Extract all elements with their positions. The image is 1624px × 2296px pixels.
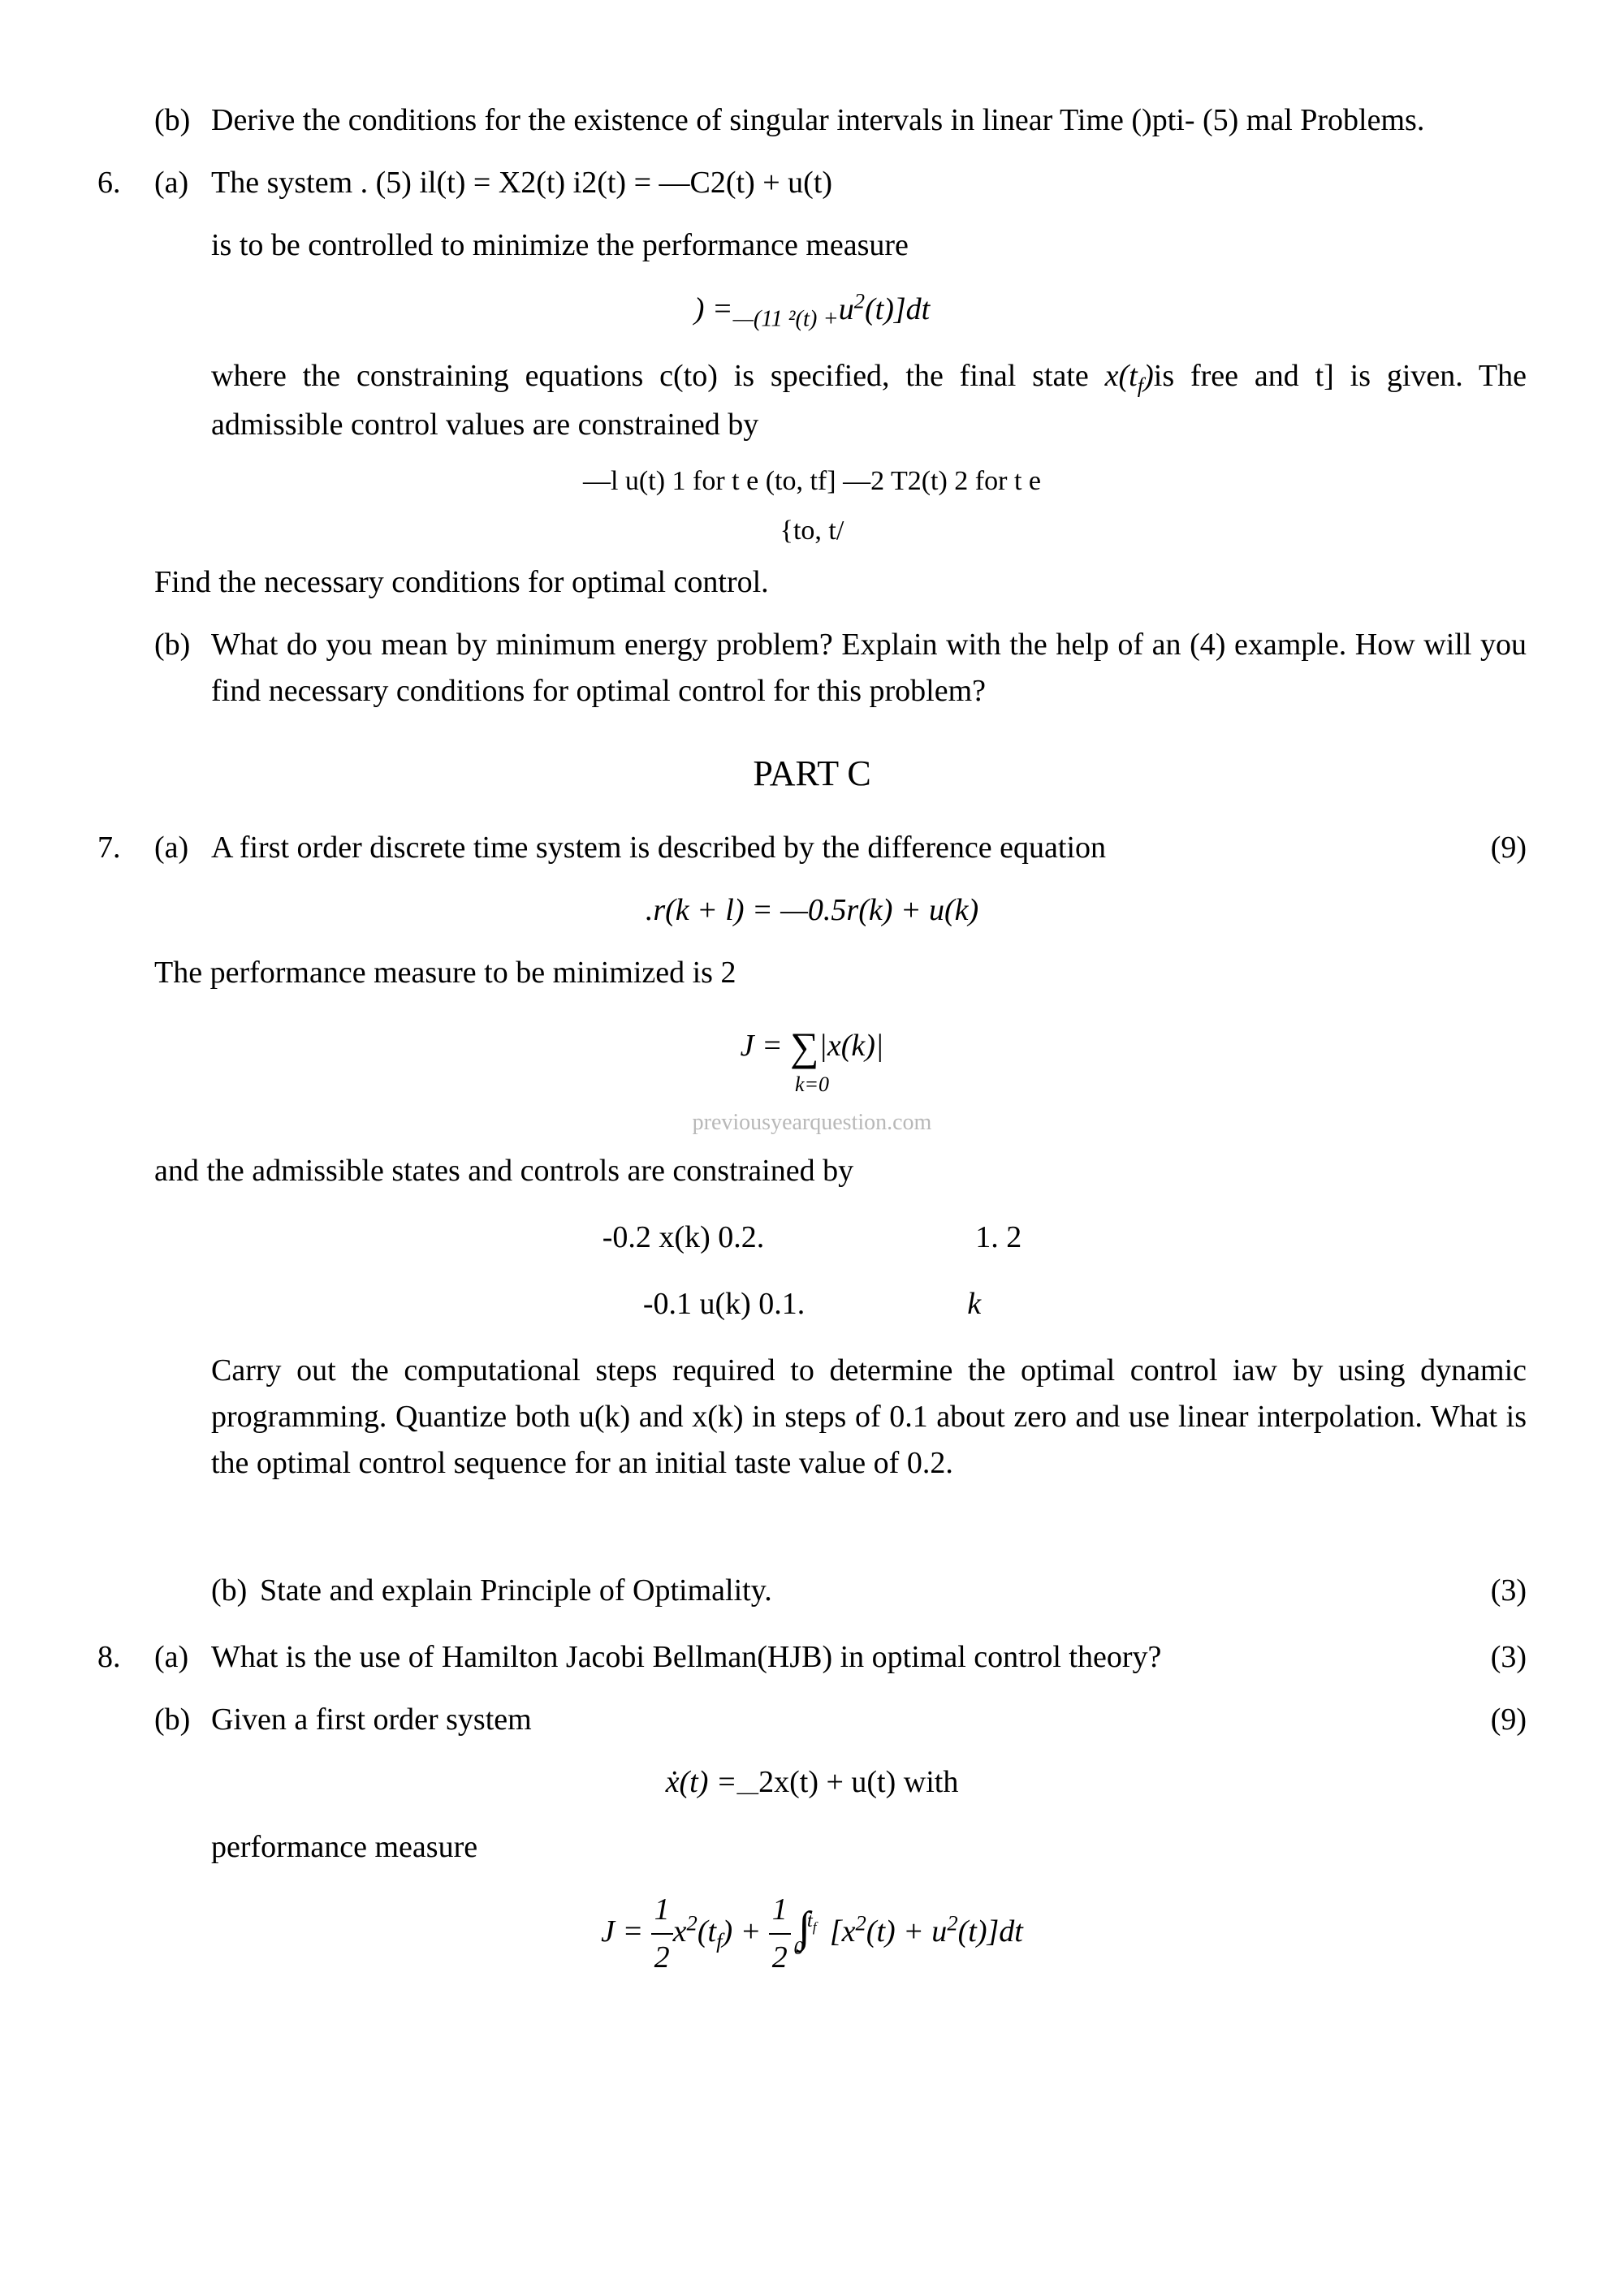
question-8a: 8. (a) What is the use of Hamilton Jacob… [97,1634,1527,1681]
q8b-text: Given a first order system [211,1697,1491,1743]
q6a-content: The system . (5) il(t) = X2(t) i2(t) = —… [211,160,1527,206]
q6-eq1-sub: —(11 ²(t) + [733,306,839,331]
question-5b: (b) Derive the conditions for the existe… [97,97,1527,144]
q7-eq2-main: J = ∑|x(k)| [741,1029,884,1063]
q7a-content: A first order discrete time system is de… [211,825,1527,871]
q7b-content: State and explain Principle of Optimalit… [260,1568,1527,1614]
q6a-para2: where the constraining equations c(to) i… [97,353,1527,448]
q7-cx-left: -0.2 x(k) 0.2. [603,1215,764,1261]
q8-eq1-lhs: ẋ(t) = [666,1765,737,1799]
q7-cu-right: k [967,1281,981,1327]
q8a-marks: (3) [1491,1634,1527,1681]
watermark: previousyearquestion.com [97,1106,1527,1140]
q7a-letter: (a) [154,825,211,871]
q8-line2: performance measure [97,1824,1527,1871]
question-8b: (b) Given a first order system (9) [97,1697,1527,1743]
q7-constraint-x: -0.2 x(k) 0.2. 1. 2 [97,1215,1527,1261]
q7b-text: State and explain Principle of Optimalit… [260,1568,1491,1614]
q7a-text: A first order discrete time system is de… [211,825,1491,871]
q5b-letter: (b) [154,97,211,144]
q7b-letter: (b) [211,1568,260,1614]
q6b-text: What do you mean by minimum energy probl… [211,622,1527,714]
q8b-marks: (9) [1491,1697,1527,1743]
q8-eq1-rhs: 2x(t) + u(t) with [758,1765,958,1799]
q6-number: 6. [97,160,154,206]
question-7b: (b) State and explain Principle of Optim… [97,1568,1527,1614]
part-c-heading: PART C [97,747,1527,801]
q8a-content: What is the use of Hamilton Jacobi Bellm… [211,1634,1527,1681]
q7-equation1: .r(k + l) = —0.5r(k) + u(k) [97,887,1527,934]
q7-line2: The performance measure to be minimized … [97,950,1527,996]
q7a-marks: (9) [1491,825,1527,871]
q7-cx-right: 1. 2 [975,1215,1021,1261]
question-7a: 7. (a) A first order discrete time syste… [97,825,1527,871]
q6a-para2-math: x(tf) [1105,359,1154,393]
q5b-text: Derive the conditions for the existence … [211,97,1527,144]
q7-equation2: J = ∑|x(k)| [97,1012,1527,1072]
q8b-content: Given a first order system (9) [211,1697,1527,1743]
q6a-line2: is to be controlled to minimize the perf… [97,222,1527,269]
q6b-letter: (b) [154,622,211,714]
question-6a: 6. (a) The system . (5) il(t) = X2(t) i2… [97,160,1527,206]
q7-para: Carry out the computational steps requir… [97,1348,1527,1487]
q6a-line1: The system . (5) il(t) = X2(t) i2(t) = —… [211,160,1527,206]
q8-equation2: J = 12x2(tf) + 12 ∫tf0[x2(t) + u2(t)]dt [97,1887,1527,1981]
q7b-marks: (3) [1491,1568,1527,1614]
q6-constraint2: {to, t/ [97,510,1527,551]
q7-number: 7. [97,825,154,871]
q6a-para2-p1: where the constraining equations c(to) i… [211,359,1105,393]
q8b-letter: (b) [154,1697,211,1743]
q8a-letter: (a) [154,1634,211,1681]
q7-line3: and the admissible states and controls a… [97,1148,1527,1194]
q6-equation1: ) =—(11 ²(t) +u2(t)]dt [97,285,1527,337]
q6a-letter: (a) [154,160,211,206]
q6a-line3: Find the necessary conditions for optima… [97,559,1527,606]
q8-equation1: ẋ(t) =—2x(t) + u(t) with [97,1759,1527,1808]
q6-constraint1: —l u(t) 1 for t e (to, tf] —2 T2(t) 2 fo… [97,460,1527,502]
q7-constraint-u: -0.1 u(k) 0.1. k [97,1281,1527,1327]
q8-number: 8. [97,1634,154,1681]
q7-cu-left: -0.1 u(k) 0.1. [643,1281,805,1327]
q6-eq1-prefix: ) = [694,292,733,326]
q7-eq2-sub: k=0 [97,1068,1527,1100]
question-6b: (b) What do you mean by minimum energy p… [97,622,1527,714]
q8a-text: What is the use of Hamilton Jacobi Bellm… [211,1634,1491,1681]
